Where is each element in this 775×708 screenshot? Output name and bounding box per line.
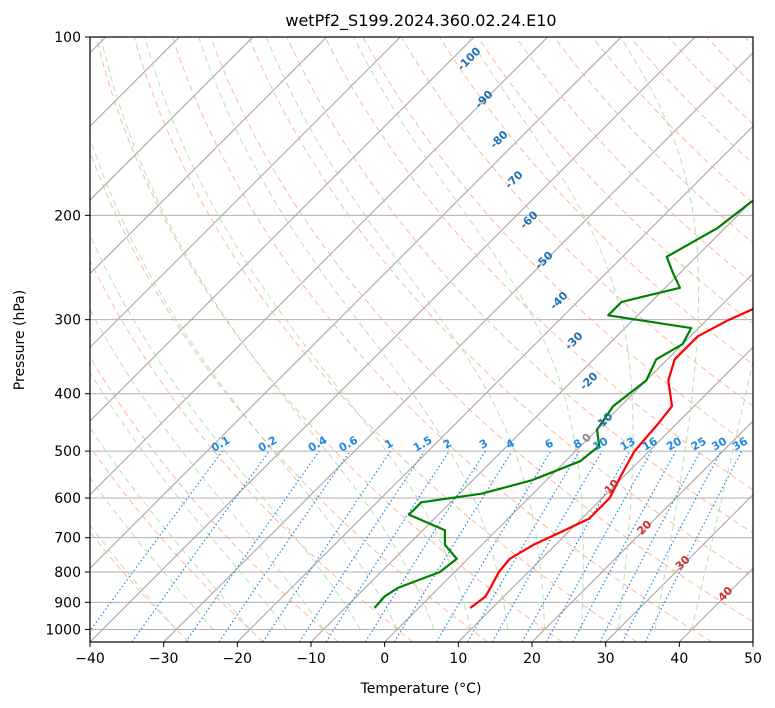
dewpoint-profile-line <box>373 199 753 609</box>
temperature-profile-line <box>469 307 753 609</box>
dry-adiabat-line <box>362 37 753 449</box>
isotherm-line <box>90 37 622 570</box>
y-axis-label: Pressure (hPa) <box>12 290 28 390</box>
isotherm-line <box>752 641 753 642</box>
dry-adiabat-line <box>591 37 753 204</box>
x-tick-label: 20 <box>523 651 541 667</box>
y-tick-label: 200 <box>54 208 81 224</box>
dry-adiabat-line <box>210 37 753 623</box>
dry-adiabat-line <box>90 259 414 642</box>
dry-adiabat-line <box>171 37 712 642</box>
moist-adiabat-line <box>90 524 177 630</box>
isotherm-line <box>531 420 753 642</box>
y-tick-label: 700 <box>54 531 81 547</box>
mixing-ratio-line <box>218 450 351 642</box>
chart-title: wetPf2_S199.2024.360.02.24.E10 <box>285 11 556 31</box>
moist-adiabat-line <box>90 477 214 630</box>
x-tick-label: −40 <box>75 651 105 667</box>
x-tick-label: 50 <box>744 651 762 667</box>
x-tick-label: 40 <box>670 651 688 667</box>
y-tick-label: 600 <box>54 491 81 507</box>
dry-adiabat-line <box>400 37 753 407</box>
mixing-ratio-line <box>185 450 320 642</box>
y-tick-label: 400 <box>54 387 81 403</box>
moist-adiabat-line <box>691 358 753 630</box>
isotherm-line <box>605 493 753 642</box>
y-tick-label: 500 <box>54 444 81 460</box>
mixing-ratio-line <box>521 450 631 642</box>
moist-adiabat-line <box>90 308 324 630</box>
mixing-ratio-line <box>466 450 580 642</box>
x-axis-label: Temperature (°C) <box>360 681 482 697</box>
isotherm-line <box>90 37 254 201</box>
dry-adiabat-line <box>515 37 753 284</box>
x-tick-label: −30 <box>149 651 179 667</box>
y-tick-label: 300 <box>54 313 81 329</box>
plot-background <box>90 37 753 642</box>
moist-adiabat-line <box>265 37 546 630</box>
mixing-ratio-line <box>131 450 270 642</box>
mixing-ratio-line <box>545 450 653 642</box>
x-tick-label: −10 <box>296 651 326 667</box>
moist-adiabat-line <box>353 37 584 630</box>
isotherm-line <box>384 272 753 642</box>
isotherm-line <box>90 37 696 642</box>
y-tick-label: 800 <box>54 565 81 581</box>
moist-adiabat-line <box>90 371 288 630</box>
mixing-ratio-line <box>491 450 603 642</box>
moist-adiabat-line <box>90 136 398 630</box>
y-tick-label: 1000 <box>45 622 81 638</box>
dry-adiabat-line <box>477 37 753 325</box>
mixing-ratio-line <box>393 450 513 642</box>
isotherm-line <box>163 51 753 642</box>
moist-adiabat-line <box>90 426 251 630</box>
mixing-ratio-line <box>435 450 552 642</box>
moist-adiabat-line <box>90 233 361 630</box>
dry-adiabat-line <box>90 445 264 642</box>
x-tick-label: 10 <box>449 651 467 667</box>
isotherm-line <box>90 37 549 496</box>
y-tick-label: 900 <box>54 595 81 611</box>
isotherm-line <box>236 125 753 642</box>
isotherm-line <box>90 37 401 349</box>
moist-adiabat-line <box>100 37 435 630</box>
mixing-ratio-line <box>364 450 486 642</box>
moist-adiabat-line <box>144 37 472 630</box>
dry-adiabat-line <box>248 37 753 578</box>
y-tick-label: 100 <box>54 30 81 46</box>
mixing-ratio-line <box>572 450 677 642</box>
isotherm-line <box>90 37 328 275</box>
mixing-ratio-line <box>90 450 223 632</box>
isotherm-line <box>90 37 475 422</box>
mixing-ratio-line <box>325 450 450 642</box>
dry-adiabat-line <box>324 37 753 491</box>
x-tick-label: 0 <box>380 651 389 667</box>
plot-frame <box>89 36 754 643</box>
x-tick-label: −20 <box>223 651 253 667</box>
moist-adiabat-line <box>468 37 634 630</box>
moist-adiabat-line <box>620 37 700 630</box>
isotherm-line <box>457 346 753 642</box>
moist-adiabat-line <box>198 37 509 630</box>
dry-adiabat-line <box>629 37 753 165</box>
x-tick-label: 30 <box>597 651 615 667</box>
dry-adiabat-line <box>133 37 638 642</box>
